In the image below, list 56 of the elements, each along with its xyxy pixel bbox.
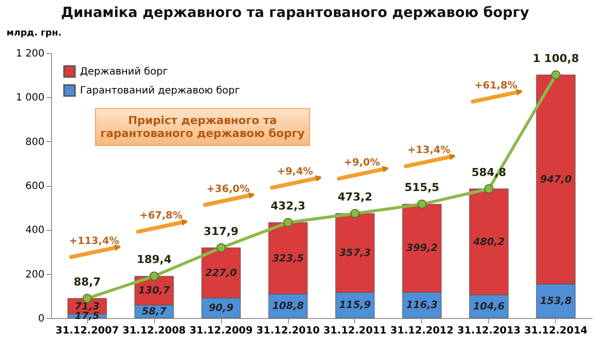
data-label: 515,5 (404, 181, 440, 194)
point (149, 272, 159, 281)
data-label: 399,2 (406, 243, 438, 254)
annotation: +9,0% (344, 157, 380, 168)
chart-title: Динаміка державного та гарантованого державою боргу (61, 5, 530, 21)
data-label: 130,7 (138, 286, 170, 297)
data-label: 357,3 (339, 248, 371, 259)
data-label: 71,3 (74, 301, 100, 312)
data-label: 323,5 (272, 253, 304, 264)
y-tick-label: 0 (38, 314, 44, 324)
annotation: +13,4% (407, 145, 450, 156)
point (350, 208, 360, 218)
data-label: 473,2 (338, 190, 372, 204)
point (283, 218, 293, 228)
annotation: +113,4% (69, 236, 120, 247)
data-label: 947,0 (540, 174, 572, 186)
x-tick-label: 31.12.2009 (189, 326, 253, 336)
y-tick-label: 400 (25, 225, 44, 236)
point (551, 70, 561, 80)
x-tick-label: 31.12.2013 (457, 326, 521, 336)
x-tick-label: 31.12.2008 (122, 326, 186, 336)
data-label: 432,3 (270, 200, 306, 213)
y-tick-label: 1 000 (16, 92, 44, 104)
data-label: 88,7 (74, 275, 101, 288)
data-label: 1 100,8 (532, 52, 579, 65)
x-tick-label: 31.12.2014 (524, 326, 588, 336)
annotation: +67,8% (140, 210, 183, 222)
annotation: +61,8% (474, 80, 518, 92)
point (417, 199, 427, 209)
legend-label: Гарантований державою борг (80, 86, 240, 96)
point (484, 184, 494, 194)
data-label: 480,2 (472, 236, 505, 248)
y-axis-title: млрд. грн. (6, 28, 62, 38)
y-tick-label: 1 200 (16, 48, 44, 60)
data-label: 115,9 (339, 300, 371, 312)
data-label: 153,8 (540, 296, 572, 308)
annotation: Приріст державного та гарантованого державою боргу (95, 108, 310, 146)
legend-label: Державний борг (80, 66, 168, 78)
data-label: 116,3 (406, 300, 438, 312)
x-tick-label: 31.12.2010 (256, 326, 320, 336)
y-tick-label: 200 (25, 269, 44, 280)
x-tick-label: 31.12.2011 (323, 326, 387, 336)
x-tick-label: 31.12.2012 (390, 326, 454, 336)
data-label: 90,9 (208, 302, 234, 314)
data-label: 58,7 (142, 306, 166, 318)
annotation: +9,4% (276, 166, 314, 178)
data-label: 227,0 (205, 268, 237, 279)
annotation: +36,0% (206, 184, 250, 195)
data-label: 108,8 (272, 300, 304, 312)
data-label: 104,6 (473, 301, 505, 312)
y-tick-label: 600 (25, 181, 44, 192)
point (216, 243, 226, 252)
data-label: 189,4 (136, 253, 172, 266)
data-label: 317,9 (204, 224, 238, 238)
y-tick-label: 800 (25, 136, 44, 148)
x-tick-label: 31.12.2007 (56, 326, 119, 336)
